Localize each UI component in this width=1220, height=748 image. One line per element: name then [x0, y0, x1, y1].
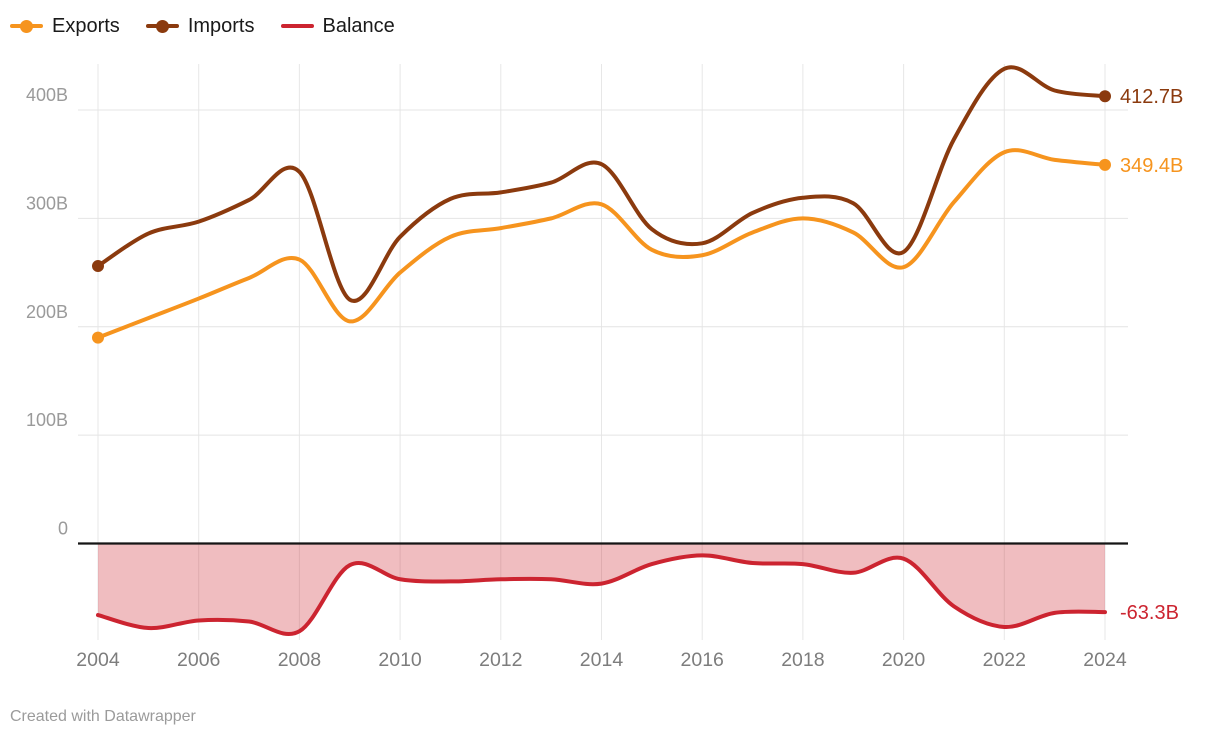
x-tick-label: 2014	[580, 649, 624, 671]
y-tick-label: 200B	[26, 302, 68, 322]
balance-line-icon	[280, 24, 314, 28]
x-tick-label: 2018	[781, 649, 824, 671]
series-endpoint-dot-imports	[92, 260, 104, 273]
legend-label-imports: Imports	[187, 15, 255, 37]
legend-label-exports: Exports	[52, 15, 120, 37]
end-value-label-exports: 349.4B	[1120, 155, 1183, 177]
x-tick-label: 2004	[76, 649, 120, 671]
end-value-label-balance: -63.3B	[1120, 602, 1179, 624]
series-line-exports	[96, 148, 1107, 340]
x-tick-label: 2022	[983, 649, 1026, 671]
series-line-imports	[96, 65, 1107, 303]
x-tick-label: 2024	[1083, 649, 1127, 671]
y-tick-label: 0	[58, 519, 68, 539]
balance-area-fill	[98, 543, 1105, 635]
legend-item-imports: Imports	[145, 15, 255, 37]
series-endpoint-dot-exports	[92, 331, 104, 344]
series-line-balance	[96, 553, 1107, 636]
exports-line-dot-icon	[10, 19, 43, 33]
datawrapper-attribution-link[interactable]: Created with Datawrapper	[10, 708, 196, 725]
series-endpoint-dot-exports	[1099, 158, 1111, 171]
x-tick-label: 2010	[378, 649, 422, 671]
y-tick-label: 400B	[26, 85, 68, 105]
x-tick-label: 2008	[278, 649, 321, 671]
end-value-label-imports: 412.7B	[1120, 86, 1183, 108]
legend: Exports Imports Balance	[10, 16, 395, 36]
imports-line-dot-icon	[145, 19, 179, 33]
series-endpoint-dot-imports	[1099, 90, 1111, 103]
x-tick-label: 2006	[177, 649, 220, 671]
legend-item-exports: Exports	[10, 16, 120, 36]
x-tick-label: 2012	[479, 649, 522, 671]
x-tick-label: 2020	[882, 649, 926, 671]
legend-label-balance: Balance	[322, 15, 395, 37]
legend-item-balance: Balance	[280, 15, 395, 37]
x-tick-label: 2016	[681, 649, 724, 671]
y-tick-label: 100B	[26, 410, 68, 430]
y-tick-label: 300B	[26, 193, 68, 213]
